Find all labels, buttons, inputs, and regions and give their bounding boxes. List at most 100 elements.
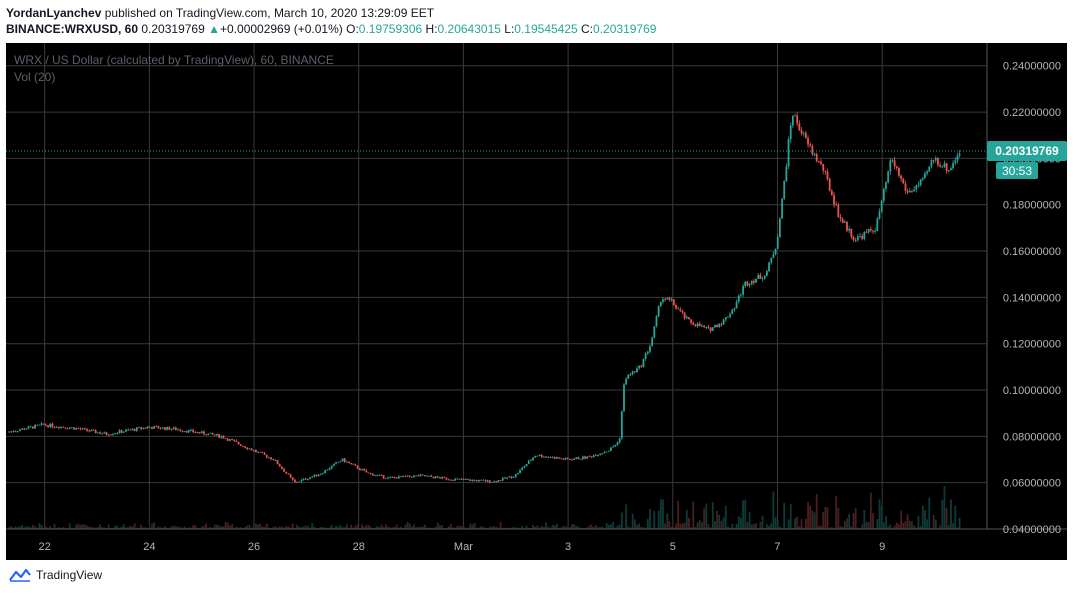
volume-bar <box>439 524 441 529</box>
volume-bar <box>38 523 41 529</box>
author-name[interactable]: YordanLyanchev <box>6 6 102 20</box>
chart-panel[interactable]: 0.240000000.220000000.200000000.18000000… <box>6 43 1067 560</box>
tradingview-brand[interactable]: TradingView <box>36 568 103 582</box>
volume-bar <box>727 526 729 529</box>
candle-body <box>843 221 846 223</box>
volume-bar <box>657 510 660 529</box>
volume-bar <box>79 525 82 529</box>
volume-bar <box>246 525 249 529</box>
candle-body <box>92 429 95 431</box>
candle-body <box>36 424 39 426</box>
x-tick-label: 24 <box>143 541 155 553</box>
candle-body <box>646 351 649 354</box>
candle-body <box>830 190 833 196</box>
tradingview-logo-icon[interactable] <box>8 568 32 582</box>
y-tick-label: 0.16000000 <box>1003 246 1061 258</box>
volume-bar <box>848 514 851 529</box>
volume-bar <box>755 523 757 529</box>
volume-bar <box>296 524 298 529</box>
candle-body <box>38 424 41 426</box>
volume-bar <box>135 527 138 529</box>
volume-bar <box>434 526 437 529</box>
candle-body <box>118 430 121 434</box>
volume-bar <box>510 527 513 529</box>
candle-body <box>140 427 143 429</box>
volume-bar <box>300 527 303 529</box>
volume-bar <box>216 524 218 529</box>
candle-body <box>467 479 470 481</box>
volume-bar <box>324 527 327 529</box>
volume-bar <box>200 526 203 529</box>
volume-bar <box>326 527 329 529</box>
volume-bar <box>681 523 684 529</box>
x-tick-label: 9 <box>879 541 885 553</box>
volume-bar <box>83 524 86 529</box>
volume-bar <box>328 527 331 529</box>
candle-body <box>822 163 825 171</box>
volume-bar <box>27 526 30 529</box>
volume-bar <box>406 522 409 529</box>
volume-bar <box>449 523 452 529</box>
candle-body <box>655 316 658 327</box>
volume-bar <box>456 525 459 529</box>
volume-bar <box>941 499 944 529</box>
volume-bar <box>14 526 17 529</box>
volume-bar <box>850 526 853 529</box>
candle-body <box>885 182 887 189</box>
candle-body <box>465 479 467 480</box>
y-tick-label: 0.18000000 <box>1003 200 1061 212</box>
volume-bar <box>211 527 214 529</box>
volume-bar <box>315 527 318 529</box>
candle-body <box>413 475 415 478</box>
candle-body <box>456 478 459 480</box>
candle-body <box>571 459 573 461</box>
volume-bar <box>958 518 961 529</box>
candle-body <box>185 431 188 433</box>
volume-bar <box>101 527 104 529</box>
volume-bar <box>393 526 396 529</box>
candle-body <box>68 427 71 429</box>
candle-body <box>417 475 420 477</box>
volume-bar <box>794 518 796 529</box>
volume-bar <box>116 525 119 529</box>
candle-body <box>893 160 896 167</box>
volume-bar <box>566 526 569 529</box>
volume-bar <box>506 527 508 529</box>
volume-bar <box>633 519 636 529</box>
volume-bar <box>419 526 422 529</box>
volume-bar <box>733 527 736 529</box>
candle-body <box>681 310 684 313</box>
candle-body <box>939 165 942 167</box>
candle-body <box>590 456 593 458</box>
volume-bar <box>298 526 301 529</box>
chart-svg[interactable]: 0.240000000.220000000.200000000.18000000… <box>6 43 1067 560</box>
volume-bar <box>488 526 491 529</box>
volume-bar <box>744 499 747 529</box>
volume-bar <box>127 527 130 529</box>
volume-bar <box>70 527 73 529</box>
volume-bar <box>584 527 586 529</box>
candle-body <box>902 178 905 184</box>
candle-body <box>562 458 565 460</box>
volume-bar <box>397 527 400 529</box>
candle-body <box>116 433 119 434</box>
candle-body <box>120 430 123 433</box>
candle-body <box>800 130 803 134</box>
candle-body <box>55 427 58 428</box>
candle-body <box>471 480 474 481</box>
volume-bar <box>354 525 357 529</box>
candle-body <box>356 465 359 469</box>
candle-body <box>588 456 591 458</box>
candle-body <box>915 185 918 190</box>
candle-body <box>51 423 54 428</box>
volume-bar <box>458 525 461 529</box>
candle-body <box>246 447 249 450</box>
candle-body <box>146 426 149 429</box>
volume-bar <box>568 527 571 529</box>
candle-body <box>904 183 907 191</box>
candle-body <box>21 428 23 430</box>
volume-bar <box>887 526 890 529</box>
candle-body <box>482 479 485 481</box>
volume-bar <box>250 527 253 529</box>
candle-body <box>547 456 550 458</box>
